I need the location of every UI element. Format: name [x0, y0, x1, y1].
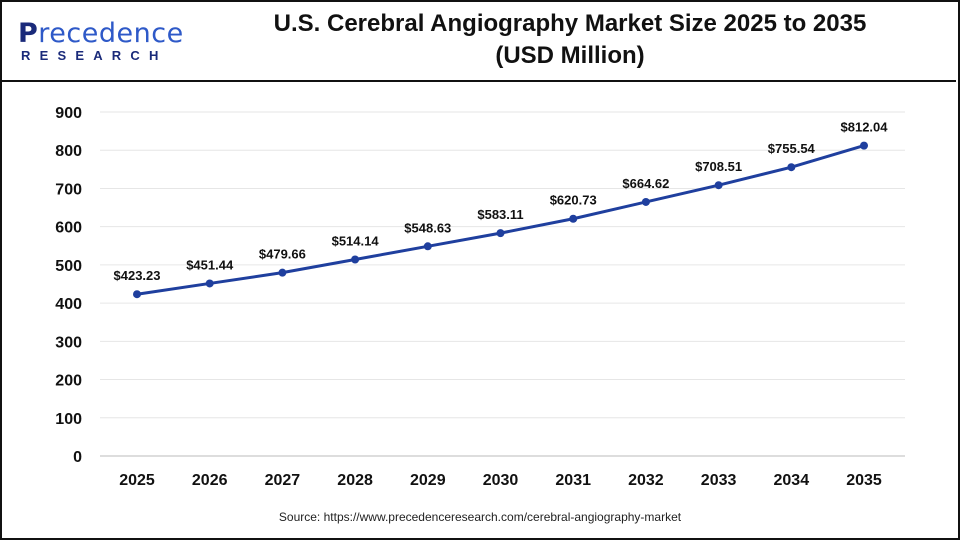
- data-point: [496, 229, 505, 238]
- data-label: $812.04: [841, 120, 889, 135]
- logo-subline: RESEARCH: [21, 48, 168, 63]
- x-tick-label: 2029: [410, 472, 446, 489]
- x-tick-label: 2033: [701, 472, 737, 489]
- title-line-2: (USD Million): [495, 42, 645, 69]
- source-text: Source: https://www.precedenceresearch.c…: [278, 510, 682, 524]
- data-point: [569, 214, 578, 223]
- y-tick-label: 400: [55, 296, 82, 313]
- y-tick-label: 0: [73, 449, 82, 466]
- y-tick-label: 200: [55, 373, 82, 390]
- x-tick-label: 2030: [483, 472, 519, 489]
- x-tick-label: 2027: [265, 472, 301, 489]
- data-point: [860, 141, 868, 150]
- y-tick-label: 700: [55, 181, 82, 198]
- data-label: $479.66: [259, 247, 306, 262]
- y-tick-label: 800: [55, 143, 82, 160]
- data-point: [641, 197, 650, 206]
- x-tick-label: 2028: [337, 472, 373, 489]
- data-label: $620.73: [550, 193, 597, 208]
- data-label: $708.51: [695, 159, 742, 174]
- data-label: $514.14: [332, 233, 380, 248]
- x-tick-label: 2026: [192, 472, 228, 489]
- y-tick-label: 100: [55, 411, 82, 428]
- x-tick-label: 2034: [774, 472, 810, 489]
- logo-letter: P: [18, 18, 39, 49]
- x-tick-label: 2032: [628, 472, 664, 489]
- x-tick-label: 2035: [846, 472, 882, 489]
- data-label: $664.62: [622, 176, 669, 191]
- y-tick-label: 900: [55, 105, 82, 122]
- y-tick-label: 500: [55, 258, 82, 275]
- data-point: [351, 255, 360, 264]
- data-label: $583.11: [477, 207, 523, 222]
- data-point: [423, 242, 432, 251]
- precedence-research-logo: Precedence RESEARCH: [18, 18, 184, 64]
- header: Precedence RESEARCH U.S. Cerebral Angiog…: [0, 0, 956, 82]
- data-point: [133, 290, 141, 299]
- x-tick-label: 2025: [119, 472, 155, 489]
- data-point: [278, 268, 287, 277]
- y-tick-label: 300: [55, 334, 82, 351]
- data-label: $451.44: [186, 257, 234, 272]
- data-label: $548.63: [404, 220, 451, 235]
- x-tick-label: 2031: [555, 472, 591, 489]
- y-tick-label: 600: [55, 220, 82, 237]
- data-point: [787, 163, 796, 172]
- data-label: $423.23: [114, 268, 161, 283]
- chart-title: U.S. Cerebral Angiography Market Size 20…: [200, 8, 940, 72]
- data-point: [714, 181, 723, 190]
- data-label: $755.54: [768, 141, 816, 156]
- logo-word: recedence: [38, 18, 184, 49]
- data-point: [205, 279, 214, 288]
- title-line-1: U.S. Cerebral Angiography Market Size 20…: [273, 10, 867, 37]
